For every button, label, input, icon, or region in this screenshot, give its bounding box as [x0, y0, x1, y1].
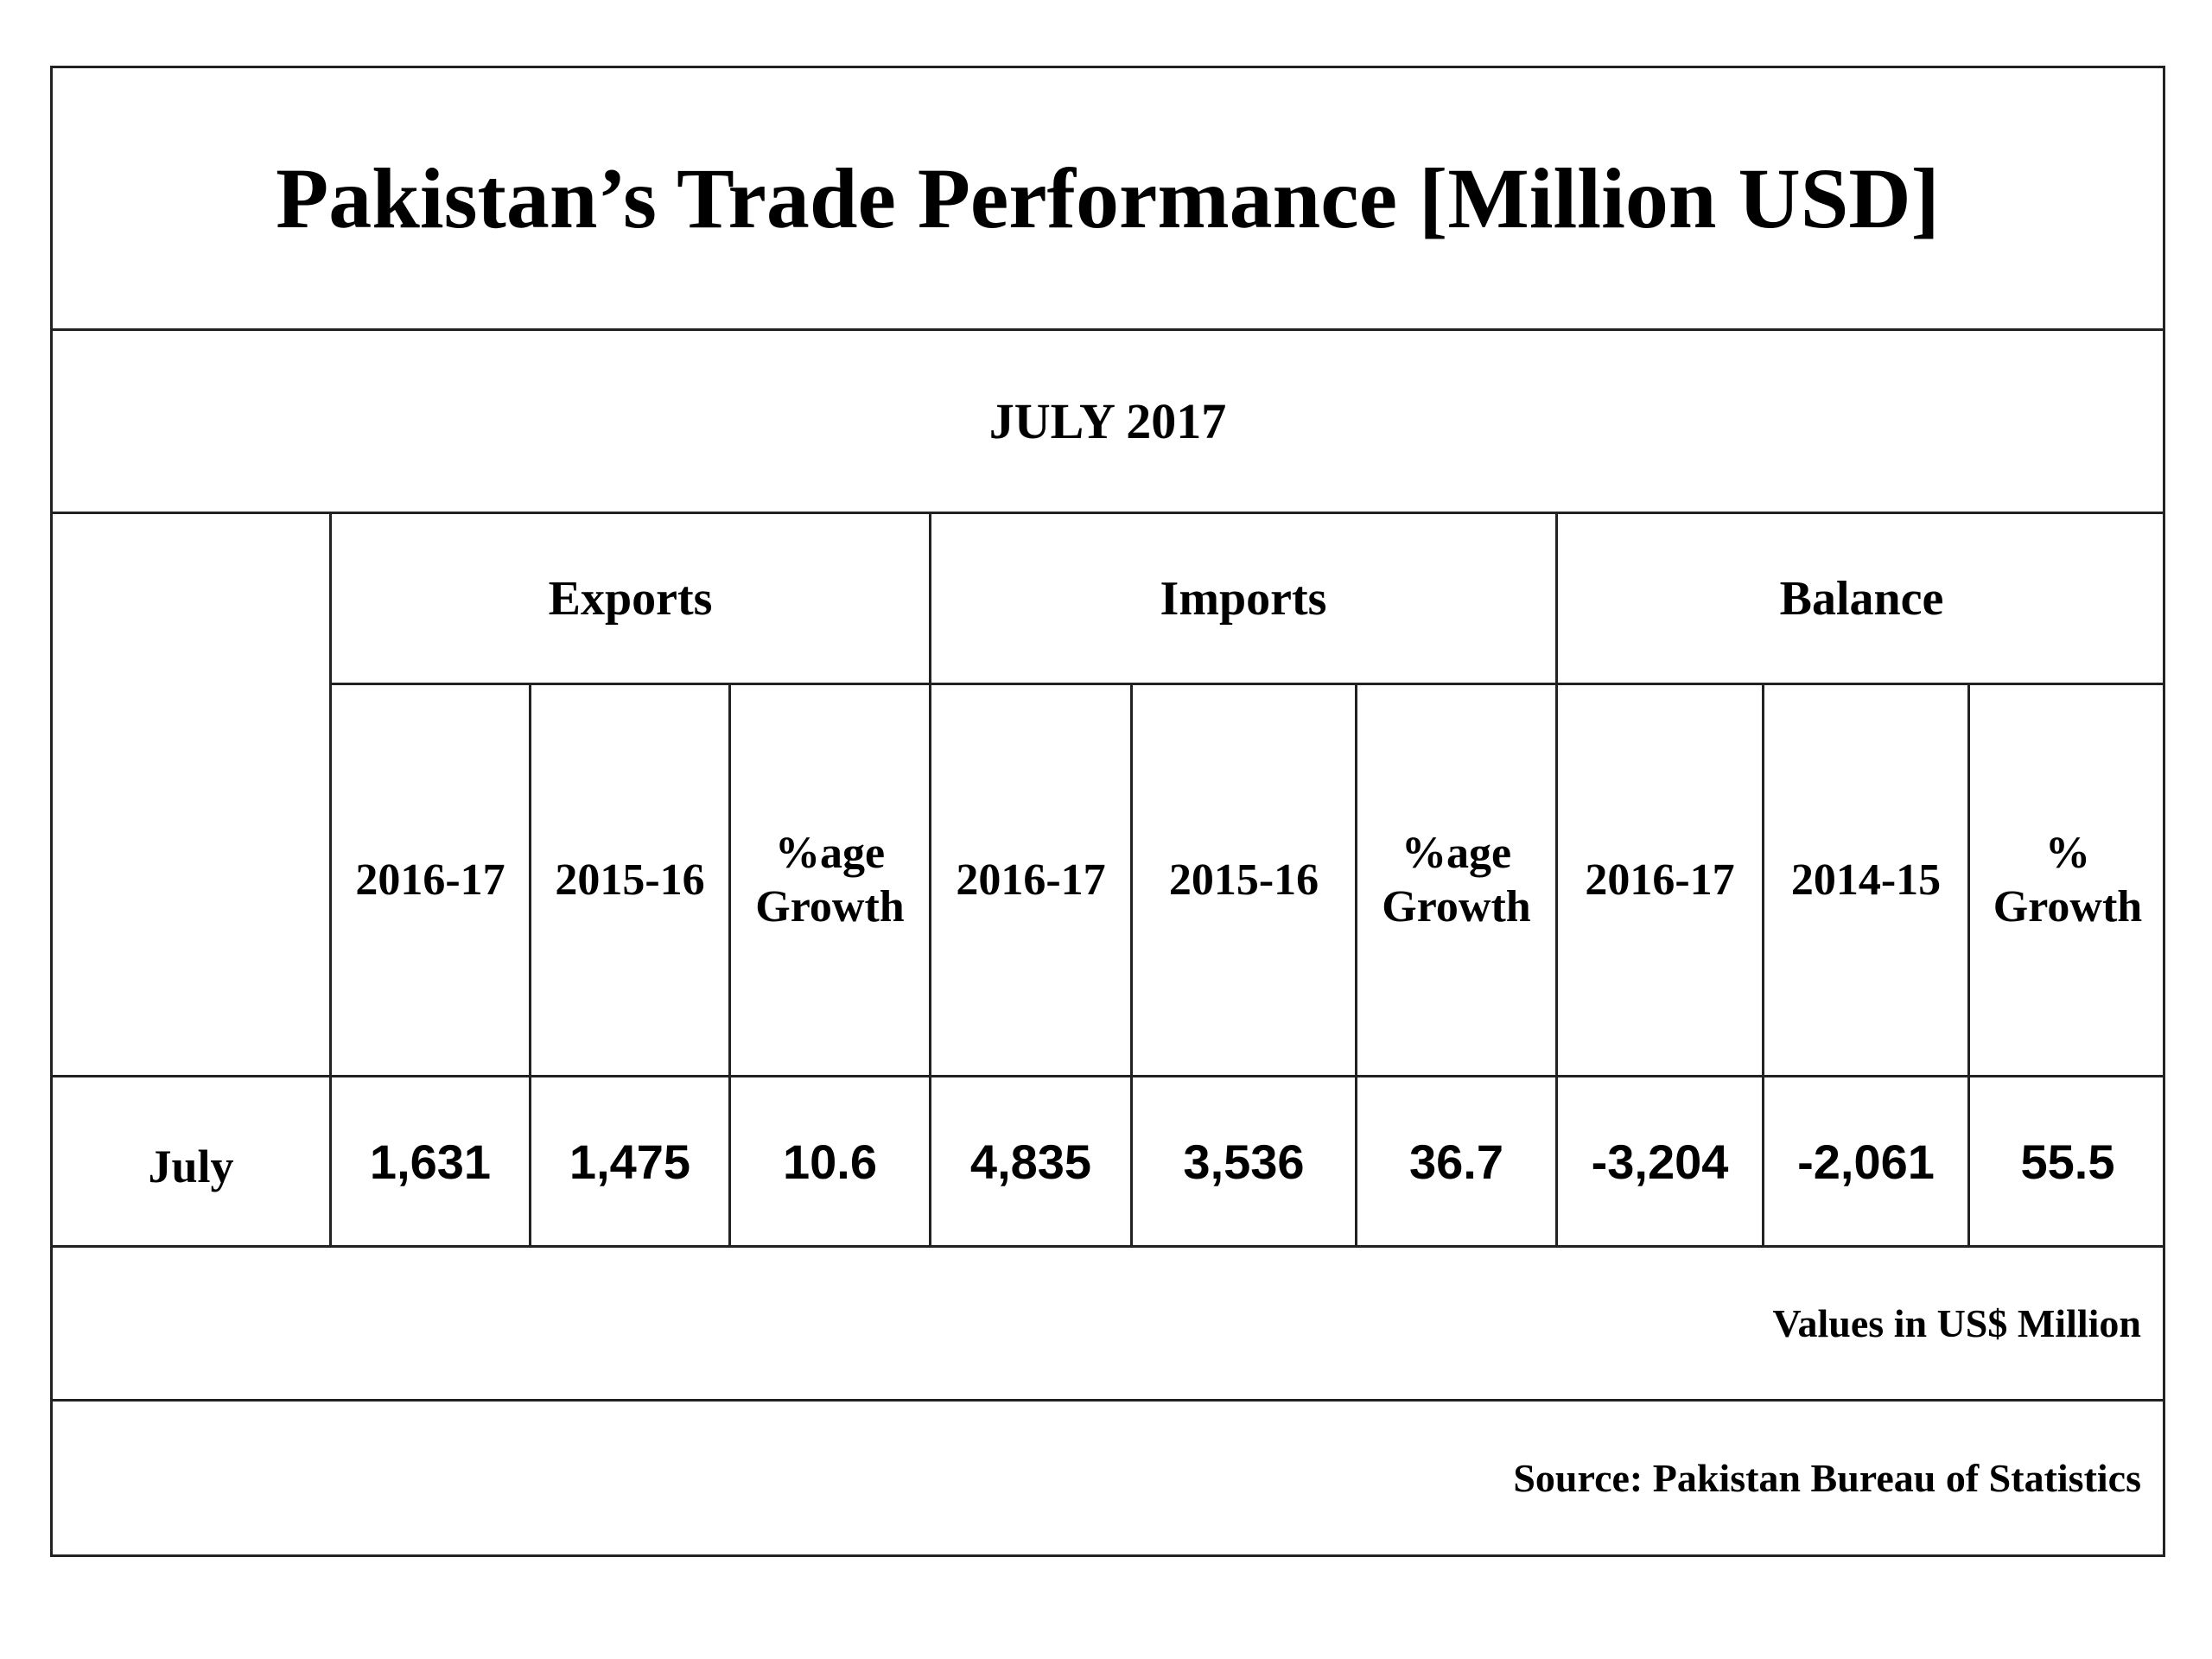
- rule-sub-1: [529, 683, 531, 1248]
- rule-below-data: [50, 1245, 2165, 1248]
- group-header-imports: Imports: [1160, 571, 1327, 626]
- column-header-exports-current: 2016-17: [355, 855, 505, 905]
- source-note: Source: Pakistan Bureau of Statistics: [1513, 1456, 2141, 1500]
- rule-below-unit-note: [50, 1399, 2165, 1402]
- page-title: Pakistan’s Trade Performance [Million US…: [276, 150, 1940, 246]
- rule-below-groups: [330, 683, 2165, 685]
- column-header-imports-current: 2016-17: [956, 855, 1106, 905]
- cell-balance-previous: -2,061: [1797, 1134, 1935, 1189]
- cell-imports-current: 4,835: [969, 1134, 1092, 1189]
- rule-below-title: [50, 328, 2165, 331]
- column-header-balance-previous: 2014-15: [1790, 855, 1942, 905]
- column-header-imports-growth: %age Growth: [1382, 828, 1531, 931]
- trade-table: [50, 66, 2165, 1557]
- rule-below-period: [50, 512, 2165, 514]
- group-header-exports: Exports: [548, 571, 713, 626]
- column-header-balance-growth: % Growth: [1993, 828, 2143, 931]
- rule-sub-4: [1130, 683, 1133, 1248]
- period-label: JULY 2017: [988, 393, 1227, 449]
- cell-exports-previous: 1,475: [569, 1134, 691, 1189]
- column-header-exports-previous: 2015-16: [555, 855, 705, 905]
- rule-sub-8: [1967, 683, 1970, 1248]
- cell-balance-growth: 55.5: [2020, 1134, 2115, 1189]
- cell-balance-current: -3,204: [1591, 1134, 1729, 1189]
- rule-sub-5: [1355, 683, 1357, 1248]
- group-header-balance: Balance: [1779, 571, 1944, 626]
- column-header-imports-previous: 2015-16: [1168, 855, 1319, 905]
- rule-sub-2: [728, 683, 731, 1248]
- cell-exports-current: 1,631: [369, 1134, 492, 1189]
- row-label: July: [148, 1141, 234, 1192]
- cell-imports-growth: 36.7: [1409, 1134, 1503, 1189]
- unit-note: Values in US$ Million: [1772, 1301, 2141, 1345]
- cell-exports-growth: 10.6: [783, 1134, 877, 1189]
- column-header-exports-growth: %age Growth: [755, 828, 905, 931]
- cell-imports-previous: 3,536: [1183, 1134, 1305, 1189]
- rule-sub-7: [1762, 683, 1764, 1248]
- rule-group-balance: [1555, 512, 1558, 1248]
- rule-col-label: [329, 512, 332, 1248]
- column-header-balance-current: 2016-17: [1585, 855, 1735, 905]
- rule-group-imports: [929, 512, 931, 1248]
- rule-below-columns: [50, 1075, 2165, 1077]
